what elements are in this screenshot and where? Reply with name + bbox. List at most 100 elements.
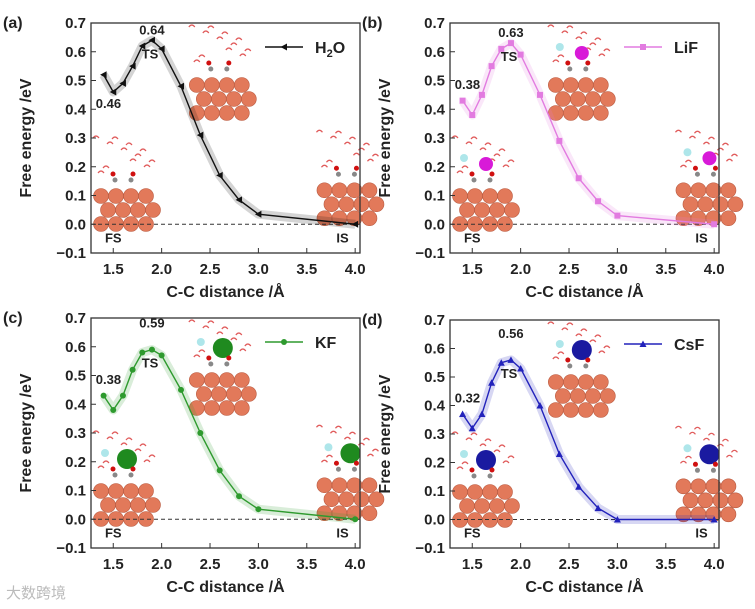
fluoride-ion: [555, 43, 564, 51]
water-molecule: [603, 48, 611, 52]
water-molecule: [451, 135, 459, 139]
cu-atom: [600, 91, 616, 107]
water-molecule: [352, 152, 360, 156]
y-tick-label: 0.5: [424, 73, 445, 90]
cu-atom: [459, 202, 475, 218]
water-molecule: [148, 454, 156, 458]
water-molecule: [235, 332, 243, 336]
water-molecule: [193, 59, 201, 63]
water-molecule: [479, 147, 487, 151]
water-molecule: [707, 432, 715, 436]
carbon-atom: [335, 466, 341, 472]
y-axis-label: Free energy /eV: [18, 373, 35, 493]
y-tick-label: 0.0: [65, 511, 86, 528]
water-molecule: [461, 165, 469, 169]
legend-label: LiF: [674, 40, 698, 57]
cu-atom: [585, 91, 601, 107]
cu-atom: [675, 182, 692, 199]
cation: [571, 340, 592, 360]
x-tick-label: 3.0: [248, 556, 269, 573]
cu-atom: [585, 388, 601, 404]
min-energy-label: 0.32: [455, 390, 480, 405]
water-molecule: [92, 430, 100, 434]
carbon-atom: [351, 171, 357, 177]
panel-label: (a): [3, 15, 23, 32]
cu-atom: [452, 484, 468, 500]
carbon-atom: [224, 66, 230, 72]
cu-atom: [338, 196, 355, 213]
cu-atom: [555, 91, 571, 107]
carbon-atom: [694, 467, 700, 473]
cu-atom: [145, 202, 161, 218]
y-tick-label: 0.5: [424, 369, 445, 386]
oxygen-atom: [353, 460, 359, 466]
water-molecule: [125, 437, 133, 441]
water-molecule: [716, 147, 724, 151]
water-molecule: [239, 53, 247, 57]
carbon-atom: [567, 363, 573, 369]
cu-atom: [123, 188, 139, 204]
y-tick-label: 0.4: [424, 398, 446, 415]
oxygen-atom: [712, 165, 718, 171]
water-molecule: [566, 25, 574, 29]
water-molecule: [366, 453, 374, 457]
water-molecule: [594, 37, 602, 41]
cu-atom: [682, 196, 699, 213]
cu-atom: [690, 478, 707, 495]
is-label: IS: [336, 230, 349, 245]
y-tick-label: 0.7: [424, 15, 445, 32]
cu-atom: [697, 196, 714, 213]
data-point: [488, 63, 495, 70]
y-tick-label: 0.2: [424, 159, 445, 176]
x-tick-label: 4.0: [704, 261, 725, 278]
ts-label: TS: [501, 366, 518, 381]
cation: [699, 444, 720, 465]
cu-atom: [593, 402, 609, 418]
data-point: [197, 430, 204, 436]
ts-label: TS: [501, 49, 518, 64]
water-molecule: [106, 436, 114, 440]
y-tick-label: −0.1: [56, 540, 86, 557]
data-point: [254, 210, 262, 218]
data-point: [110, 407, 117, 413]
water-molecule: [725, 454, 733, 458]
legend-label: H2O: [315, 40, 345, 60]
cu-atom: [189, 372, 205, 388]
cu-atom: [563, 77, 579, 93]
data-point: [613, 516, 621, 523]
data-point: [216, 467, 223, 474]
cu-atom: [548, 77, 564, 93]
cu-atom: [115, 202, 131, 218]
cu-atom: [497, 188, 513, 204]
water-molecule: [125, 142, 133, 146]
cu-atom: [720, 210, 737, 227]
data-point: [595, 198, 602, 205]
water-molecule: [371, 448, 379, 452]
x-tick-label: 2.0: [151, 261, 172, 278]
water-molecule: [674, 129, 682, 133]
water-molecule: [566, 322, 574, 326]
data-point: [710, 516, 718, 523]
data-point: [478, 410, 486, 418]
cu-atom: [600, 388, 616, 404]
cu-atom: [570, 91, 586, 107]
water-molecule: [461, 461, 469, 465]
cu-atom: [204, 77, 220, 93]
cu-atom: [697, 492, 714, 509]
water-molecule: [493, 153, 501, 157]
is-label: IS: [695, 526, 708, 541]
water-molecule: [198, 54, 206, 58]
cu-atom: [130, 497, 146, 513]
cu-atom: [727, 196, 744, 213]
cu-atom: [548, 402, 564, 418]
cu-atom: [189, 77, 205, 93]
cation: [340, 443, 361, 464]
legend-marker: [281, 339, 287, 345]
carbon-atom: [471, 177, 477, 183]
water-molecule: [684, 159, 692, 163]
fluoride-ion: [683, 444, 692, 453]
cu-atom: [361, 210, 378, 227]
cu-atom: [226, 91, 242, 107]
water-molecule: [456, 466, 464, 470]
oxygen-atom: [469, 171, 475, 177]
